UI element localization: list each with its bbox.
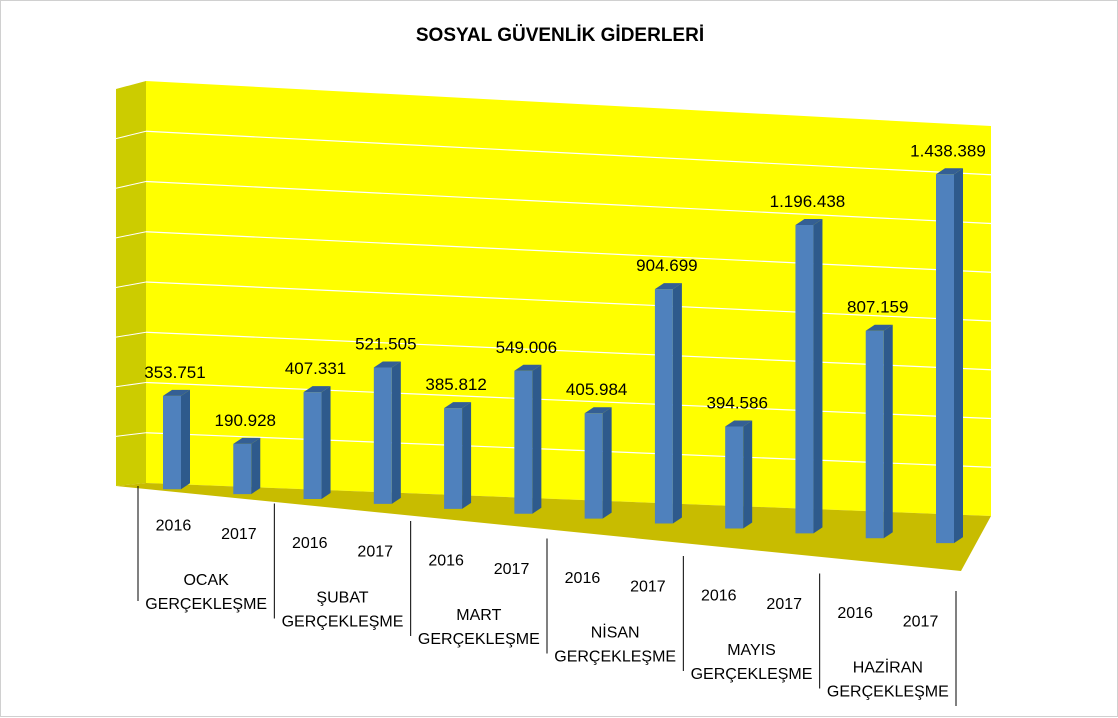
gridline <box>145 180 992 225</box>
bar-side <box>251 437 261 495</box>
data-label: 353.751 <box>144 363 205 382</box>
year-tick-label: 2016 <box>837 605 873 622</box>
year-tick-label: 2017 <box>221 526 257 543</box>
month-tick-label: NİSAN <box>591 622 640 641</box>
bar-side <box>813 218 823 534</box>
year-tick-label: 2017 <box>766 596 802 613</box>
bar-side <box>743 420 753 529</box>
month-tick-sublabel: GERÇEKLEŞME <box>418 631 540 648</box>
bar-side <box>602 407 612 519</box>
bar <box>163 395 181 490</box>
bar-top <box>795 218 823 225</box>
bar-top <box>444 402 472 409</box>
month-tick-label: MAYIS <box>727 642 776 659</box>
back-wall <box>146 81 991 516</box>
side-gridline <box>115 130 147 140</box>
data-label: 394.586 <box>706 393 767 412</box>
month-tick-sublabel: GERÇEKLEŞME <box>554 648 676 665</box>
chart-title: SOSYAL GÜVENLİK GİDERLERİ <box>416 25 704 46</box>
bar-side <box>391 361 401 504</box>
bar <box>936 174 954 544</box>
side-gridline <box>115 331 147 338</box>
gridline <box>145 432 992 468</box>
side-gridline <box>115 382 147 388</box>
year-tick-label: 2016 <box>292 535 328 552</box>
bar-top <box>514 364 542 371</box>
year-tick-label: 2017 <box>494 561 530 578</box>
bar-top <box>373 361 401 368</box>
month-tick-label: ŞUBAT <box>316 589 368 606</box>
bar-top <box>654 283 682 290</box>
bar-side <box>954 168 963 544</box>
year-tick-label: 2016 <box>565 570 601 587</box>
gridline <box>145 231 992 273</box>
side-wall <box>116 81 146 486</box>
bar-top <box>163 389 190 396</box>
bar-side <box>672 283 682 524</box>
bar <box>233 443 252 495</box>
bar-top <box>725 420 753 427</box>
data-label: 405.984 <box>566 380 627 399</box>
year-tick-label: 2017 <box>903 613 939 630</box>
bar <box>865 330 884 539</box>
data-label: 1.196.438 <box>770 192 846 211</box>
bar <box>584 413 603 519</box>
side-gridline <box>115 231 147 239</box>
data-label: 407.331 <box>285 359 346 378</box>
year-tick-label: 2016 <box>701 588 737 605</box>
gridline <box>145 130 992 176</box>
bar-side <box>532 364 542 514</box>
bar-side <box>181 389 190 490</box>
bar-top <box>865 324 893 331</box>
data-label: 1.438.389 <box>910 141 986 160</box>
month-tick-sublabel: GERÇEKLEŞME <box>827 683 949 700</box>
month-tick-sublabel: GERÇEKLEŞME <box>691 666 813 683</box>
data-label: 904.699 <box>636 256 697 275</box>
data-label: 807.159 <box>847 298 908 317</box>
bar <box>514 370 533 514</box>
bar <box>444 408 463 509</box>
bar <box>654 289 673 524</box>
year-tick-label: 2016 <box>428 553 464 570</box>
data-label: 521.505 <box>355 334 416 353</box>
month-tick-sublabel: GERÇEKLEŞME <box>282 613 404 630</box>
data-label: 190.928 <box>215 411 276 430</box>
side-gridline <box>115 181 147 189</box>
bar-top <box>303 386 331 393</box>
year-tick-label: 2017 <box>357 543 393 560</box>
gridline <box>145 331 992 371</box>
year-tick-label: 2017 <box>630 578 666 595</box>
month-tick-label: OCAK <box>183 572 229 589</box>
bar <box>303 392 322 500</box>
bar-top <box>936 168 963 175</box>
bar <box>795 224 814 534</box>
bar-top <box>233 437 261 444</box>
month-tick-label: HAZİRAN <box>853 657 923 676</box>
month-tick-sublabel: GERÇEKLEŞME <box>145 596 267 613</box>
bar-side <box>883 324 893 539</box>
data-label: 385.812 <box>425 375 486 394</box>
bar <box>725 426 744 529</box>
gridline <box>145 381 992 420</box>
side-gridline <box>115 432 147 437</box>
year-tick-label: 2016 <box>156 518 192 535</box>
bar-side <box>321 386 331 500</box>
bar-side <box>462 402 472 509</box>
floor <box>116 483 991 571</box>
gridline <box>145 281 992 322</box>
side-gridline <box>115 281 147 288</box>
bar-top <box>584 407 612 414</box>
data-label: 549.006 <box>496 338 557 357</box>
month-tick-label: MART <box>456 607 501 624</box>
bar <box>373 367 392 504</box>
